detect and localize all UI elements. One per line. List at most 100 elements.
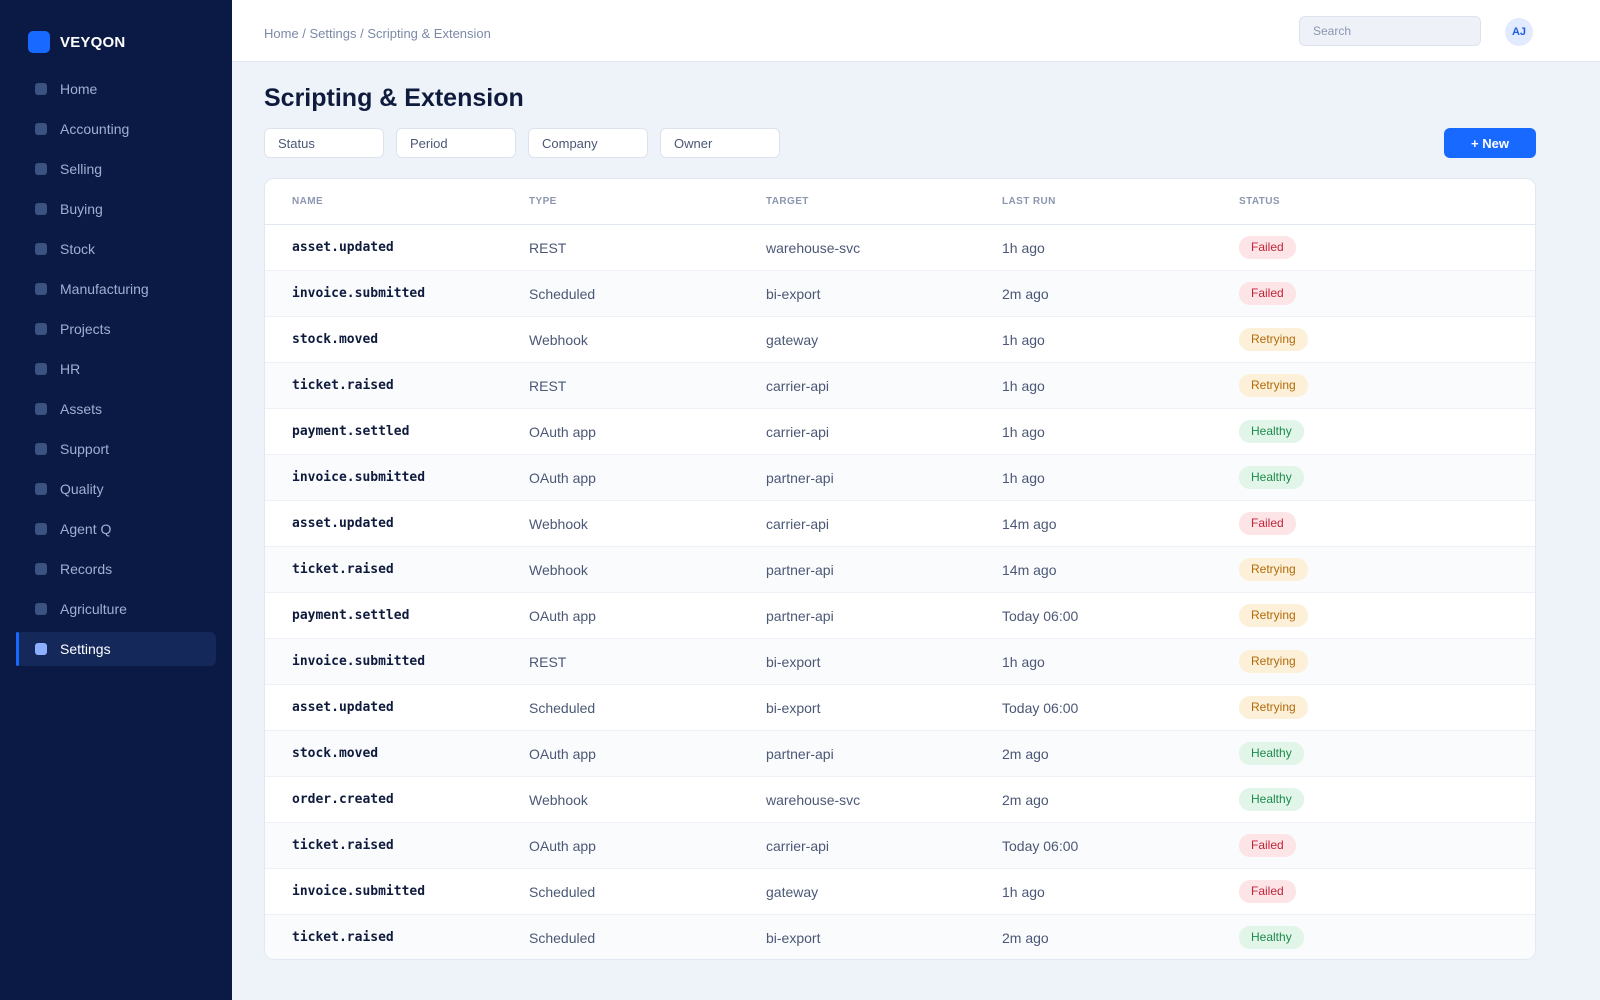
cell-type: REST xyxy=(529,377,567,394)
cell-target: warehouse-svc xyxy=(766,239,861,256)
table-header: NAME TYPE TARGET LAST RUN STATUS xyxy=(265,179,1535,225)
avatar[interactable]: AJ xyxy=(1505,18,1533,46)
sidebar-item-selling[interactable]: Selling xyxy=(16,152,216,186)
cell-last-run: 1h ago xyxy=(1002,239,1045,256)
sidebar-item-label: Records xyxy=(60,561,113,577)
cell-name: asset.updated xyxy=(292,700,394,715)
filter-company[interactable]: Company xyxy=(528,128,648,158)
table-row[interactable]: invoice.submitted OAuth app partner-api 1h … xyxy=(265,455,1535,501)
sidebar-item-agriculture[interactable]: Agriculture xyxy=(16,592,216,626)
sidebar-item-stock[interactable]: Stock xyxy=(16,232,216,266)
cell-last-run: 2m ago xyxy=(1002,745,1049,762)
sidebar-item-label: HR xyxy=(60,361,81,377)
nav-square-icon xyxy=(35,83,47,95)
status-badge: Failed xyxy=(1239,880,1296,903)
filter-status[interactable]: Status xyxy=(264,128,384,158)
cell-target: partner-api xyxy=(766,469,834,486)
nav-square-icon xyxy=(35,243,47,255)
sidebar: VEYQON Home Accounting Selling Buying Stock M… xyxy=(0,0,232,1000)
sidebar-item-records[interactable]: Records xyxy=(16,552,216,586)
sidebar-item-projects[interactable]: Projects xyxy=(16,312,216,346)
table-row[interactable]: invoice.submitted Scheduled bi-export 2m ag… xyxy=(265,271,1535,317)
column-header-last-run[interactable]: LAST RUN xyxy=(1002,196,1056,207)
cell-name: invoice.submitted xyxy=(292,654,426,669)
table-row[interactable]: invoice.submitted REST bi-export 1h ago Retr… xyxy=(265,639,1535,685)
cell-last-run: 2m ago xyxy=(1002,285,1049,302)
status-badge: Retrying xyxy=(1239,558,1308,581)
table-row[interactable]: invoice.submitted Scheduled gateway 1h ago F… xyxy=(265,869,1535,915)
sidebar-item-label: Manufacturing xyxy=(60,281,149,297)
status-badge: Retrying xyxy=(1239,696,1308,719)
sidebar-item-assets[interactable]: Assets xyxy=(16,392,216,426)
sidebar-item-agent-q[interactable]: Agent Q xyxy=(16,512,216,546)
table-row[interactable]: stock.moved OAuth app partner-api 2m ago Hea… xyxy=(265,731,1535,777)
cell-type: Scheduled xyxy=(529,285,596,302)
table-row[interactable]: ticket.raised Scheduled bi-export 2m ago Hea… xyxy=(265,915,1535,959)
sidebar-item-support[interactable]: Support xyxy=(16,432,216,466)
table-row[interactable]: asset.updated Webhook carrier-api 14m ago Fa… xyxy=(265,501,1535,547)
sidebar-item-label: Accounting xyxy=(60,121,130,137)
filter-owner[interactable]: Owner xyxy=(660,128,780,158)
cell-type: Webhook xyxy=(529,515,588,532)
cell-target: gateway xyxy=(766,331,819,348)
cell-name: asset.updated xyxy=(292,240,394,255)
cell-name: ticket.raised xyxy=(292,930,394,945)
cell-target: bi-export xyxy=(766,653,821,670)
cell-type: OAuth app xyxy=(529,469,596,486)
cell-type: Webhook xyxy=(529,331,588,348)
nav-square-icon xyxy=(35,363,47,375)
status-badge: Retrying xyxy=(1239,604,1308,627)
status-badge: Retrying xyxy=(1239,328,1308,351)
cell-target: bi-export xyxy=(766,285,821,302)
table-row[interactable]: stock.moved Webhook gateway 1h ago Retrying xyxy=(265,317,1535,363)
sidebar-item-quality[interactable]: Quality xyxy=(16,472,216,506)
sidebar-item-accounting[interactable]: Accounting xyxy=(16,112,216,146)
table-row[interactable]: asset.updated Scheduled bi-export Today 06:… xyxy=(265,685,1535,731)
cell-type: Scheduled xyxy=(529,883,596,900)
column-header-name[interactable]: NAME xyxy=(292,196,324,207)
cell-type: REST xyxy=(529,239,567,256)
cell-name: payment.settled xyxy=(292,424,410,439)
status-badge: Failed xyxy=(1239,282,1296,305)
sidebar-item-label: Quality xyxy=(60,481,104,497)
cell-name: order.created xyxy=(292,792,394,807)
table-row[interactable]: payment.settled OAuth app partner-api Today… xyxy=(265,593,1535,639)
cell-type: OAuth app xyxy=(529,423,596,440)
sidebar-item-home[interactable]: Home xyxy=(16,72,216,106)
column-header-status[interactable]: STATUS xyxy=(1239,196,1280,207)
cell-type: OAuth app xyxy=(529,607,596,624)
cell-target: warehouse-svc xyxy=(766,791,861,808)
breadcrumb[interactable]: Home / Settings / Scripting & Extension xyxy=(264,26,491,41)
status-badge: Healthy xyxy=(1239,466,1304,489)
table-row[interactable]: asset.updated REST warehouse-svc 1h ago Fail… xyxy=(265,225,1535,271)
search-input[interactable] xyxy=(1299,16,1481,46)
nav-square-icon xyxy=(35,603,47,615)
new-button[interactable]: + New xyxy=(1444,128,1536,158)
sidebar-item-hr[interactable]: HR xyxy=(16,352,216,386)
cell-target: bi-export xyxy=(766,929,821,946)
brand[interactable]: VEYQON xyxy=(28,31,125,53)
table-row[interactable]: order.created Webhook warehouse-svc 2m ago H… xyxy=(265,777,1535,823)
nav-square-icon xyxy=(35,323,47,335)
sidebar-item-buying[interactable]: Buying xyxy=(16,192,216,226)
filter-period[interactable]: Period xyxy=(396,128,516,158)
status-badge: Healthy xyxy=(1239,742,1304,765)
table-row[interactable]: payment.settled OAuth app carrier-api 1h ag… xyxy=(265,409,1535,455)
cell-type: OAuth app xyxy=(529,745,596,762)
sidebar-item-manufacturing[interactable]: Manufacturing xyxy=(16,272,216,306)
cell-type: Scheduled xyxy=(529,929,596,946)
sidebar-item-settings[interactable]: Settings xyxy=(16,632,216,666)
topbar: Home / Settings / Scripting & Extension … xyxy=(232,0,1600,62)
column-header-type[interactable]: TYPE xyxy=(529,196,557,207)
table-body: asset.updated REST warehouse-svc 1h ago Fail… xyxy=(265,225,1535,959)
table-row[interactable]: ticket.raised Webhook partner-api 14m ago Re… xyxy=(265,547,1535,593)
cell-name: invoice.submitted xyxy=(292,470,426,485)
cell-type: Webhook xyxy=(529,561,588,578)
column-header-target[interactable]: TARGET xyxy=(766,196,809,207)
status-badge: Failed xyxy=(1239,236,1296,259)
sidebar-nav: Home Accounting Selling Buying Stock Manufact… xyxy=(16,72,216,672)
table-row[interactable]: ticket.raised OAuth app carrier-api Today 0… xyxy=(265,823,1535,869)
table-row[interactable]: ticket.raised REST carrier-api 1h ago Retryi… xyxy=(265,363,1535,409)
nav-square-icon xyxy=(35,563,47,575)
cell-type: OAuth app xyxy=(529,837,596,854)
